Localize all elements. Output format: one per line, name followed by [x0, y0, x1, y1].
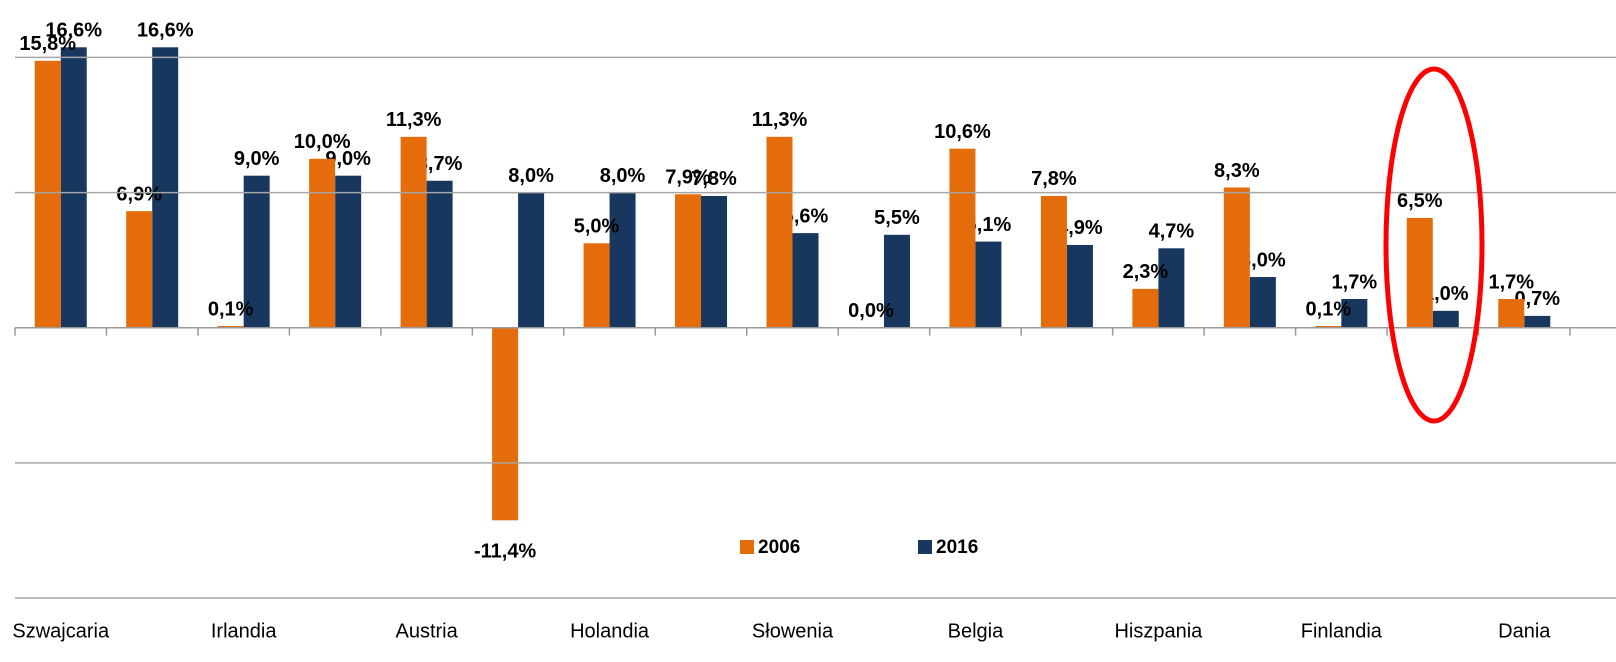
bar: [792, 233, 819, 328]
bar: [309, 158, 336, 328]
legend-label: 2016: [936, 537, 978, 558]
bar: [1040, 195, 1067, 328]
value-label: 10,0%: [294, 131, 351, 153]
value-label: 15,8%: [19, 33, 76, 55]
bar: [1066, 244, 1093, 328]
value-label: 11,3%: [752, 109, 808, 131]
bar: [609, 192, 636, 328]
bar: [60, 47, 87, 328]
value-label: 16,6%: [137, 20, 194, 42]
value-label: 1,7%: [1332, 271, 1378, 293]
value-label: 9,0%: [234, 148, 280, 170]
value-label: 5,0%: [574, 216, 620, 238]
value-label: 16,6%: [45, 20, 102, 42]
value-label: 11,3%: [386, 109, 442, 131]
bar: [1223, 187, 1250, 328]
value-label: 7,9%: [665, 167, 711, 189]
legend-swatch: [918, 540, 932, 554]
value-label: -11,4%: [474, 541, 536, 563]
value-label: 1,0%: [1423, 283, 1469, 305]
value-label: 5,1%: [966, 214, 1012, 236]
value-label: 7,8%: [1031, 168, 1077, 190]
bar: [126, 211, 153, 328]
value-label: 8,3%: [1214, 160, 1260, 182]
x-tick-label: Dania: [1498, 620, 1551, 642]
value-label: 5,6%: [783, 205, 829, 227]
value-label: 2,3%: [1123, 261, 1169, 283]
bar: [492, 327, 519, 521]
bar: [1524, 315, 1551, 328]
value-label: 0,7%: [1514, 288, 1560, 310]
value-label: 0,1%: [208, 298, 254, 320]
legend-swatch: [740, 540, 754, 554]
value-label: 3,0%: [1240, 249, 1286, 271]
value-label: 0,1%: [1306, 298, 1352, 320]
bar: [217, 326, 244, 328]
value-label: 6,9%: [116, 183, 162, 205]
value-label: 7,8%: [691, 168, 737, 190]
highlight-ellipse: [1383, 66, 1485, 424]
bar: [701, 195, 728, 328]
legend-label: 2006: [758, 537, 800, 558]
value-label: 8,7%: [417, 153, 463, 175]
bar: [975, 241, 1002, 328]
bar: [1132, 288, 1159, 328]
x-tick-label: Irlandia: [211, 620, 277, 642]
value-label: 8,0%: [600, 165, 646, 187]
bar: [34, 60, 61, 328]
x-tick-label: Austria: [395, 620, 458, 642]
value-label: 4,9%: [1057, 217, 1103, 239]
x-tick-label: Szwajcaria: [12, 620, 110, 642]
value-label: 8,0%: [508, 165, 554, 187]
bar: [949, 148, 976, 328]
value-label: 10,6%: [934, 121, 991, 143]
bar: [675, 194, 702, 328]
bar: [1498, 299, 1525, 328]
x-tick-label: Słowenia: [752, 620, 834, 642]
value-label: 0,0%: [848, 300, 894, 322]
bar: [583, 243, 610, 328]
x-tick-label: Holandia: [570, 620, 650, 642]
bar: [1341, 299, 1368, 328]
value-label: 1,7%: [1488, 271, 1534, 293]
bar: [152, 47, 179, 328]
bar: [766, 136, 793, 328]
x-tick-label: Finlandia: [1301, 620, 1383, 642]
bar: [426, 180, 453, 328]
bar: [1158, 248, 1185, 328]
value-label: 6,5%: [1397, 190, 1443, 212]
bar: [1249, 277, 1276, 328]
value-label: 5,5%: [874, 207, 920, 229]
bar: [518, 192, 545, 328]
x-tick-label: Belgia: [948, 620, 1004, 642]
bar: [1432, 310, 1459, 328]
bar: [400, 136, 427, 328]
bar: [883, 234, 910, 328]
value-label: 4,7%: [1149, 221, 1195, 243]
value-label: 9,0%: [325, 148, 371, 170]
x-tick-label: Hiszpania: [1114, 620, 1203, 642]
bar: [243, 175, 270, 328]
bar: [1406, 217, 1433, 328]
bar: [335, 175, 362, 328]
bar: [1315, 326, 1342, 328]
